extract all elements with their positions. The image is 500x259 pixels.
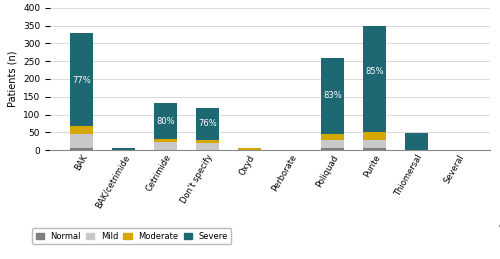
Bar (70, 134, 93, 148)
Bar (196, 140, 218, 143)
Bar (238, 148, 260, 150)
Bar (280, 149, 302, 150)
Text: 80%: 80% (156, 117, 174, 126)
Bar (322, 134, 344, 140)
Legend: Normal, Mild, Moderate, Severe: Normal, Mild, Moderate, Severe (32, 228, 231, 244)
Text: 100%: 100% (446, 258, 470, 259)
Text: 100%: 100% (112, 258, 136, 259)
Text: 17%: 17% (240, 258, 258, 259)
Bar (154, 149, 177, 150)
Y-axis label: Patients (n): Patients (n) (8, 51, 18, 107)
Bar (154, 139, 177, 142)
Bar (322, 57, 344, 134)
Bar (112, 148, 135, 150)
Text: 85%: 85% (366, 67, 384, 76)
Text: % = severe dry eye: % = severe dry eye (499, 224, 500, 233)
Bar (70, 33, 93, 126)
Bar (447, 149, 470, 150)
Text: 100%: 100% (279, 258, 303, 259)
Bar (363, 148, 386, 150)
Bar (322, 148, 344, 150)
Bar (154, 103, 177, 139)
Bar (154, 142, 177, 149)
Text: 76%: 76% (198, 119, 216, 128)
Text: 83%: 83% (324, 91, 342, 99)
Bar (196, 143, 218, 149)
Text: 77%: 77% (72, 76, 91, 84)
Bar (70, 126, 93, 134)
Bar (196, 108, 218, 140)
Bar (196, 149, 218, 150)
Bar (363, 132, 386, 140)
Bar (363, 26, 386, 132)
Bar (322, 140, 344, 148)
Bar (405, 133, 428, 150)
Bar (363, 140, 386, 148)
Bar (70, 148, 93, 150)
